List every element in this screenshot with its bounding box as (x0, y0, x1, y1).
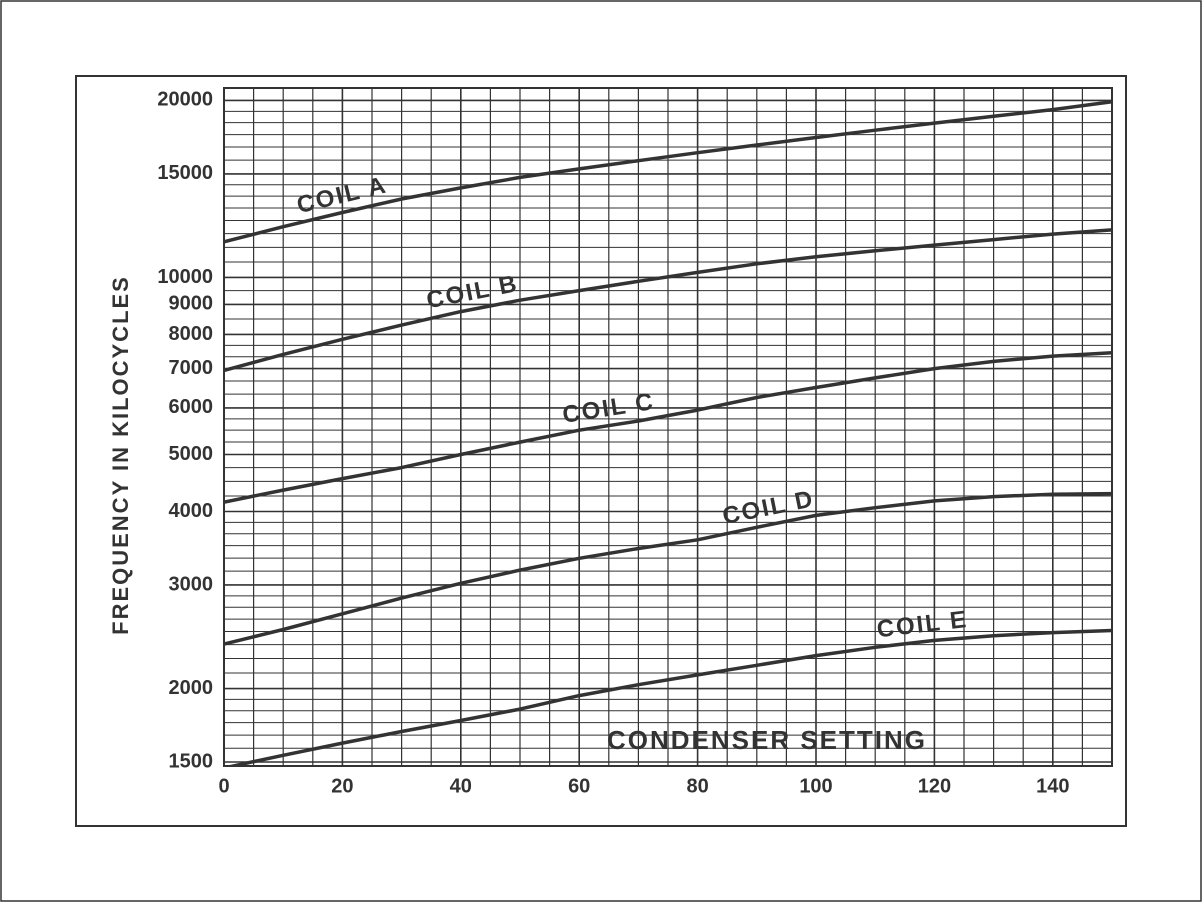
y-tick-label: 8000 (169, 323, 214, 345)
coil-line (224, 228, 1112, 373)
coil-line (224, 350, 1112, 504)
y-tick-label: 10000 (157, 266, 213, 288)
grid (223, 88, 1113, 766)
coil-line (224, 99, 1112, 244)
y-tick-label: 5000 (169, 443, 214, 465)
y-tick-label: 2000 (169, 677, 214, 699)
coil-line (224, 628, 1112, 766)
x-tick-label: 80 (686, 775, 708, 797)
plot-lines (224, 99, 1112, 766)
x-tick-label: 100 (799, 775, 832, 797)
y-tick-label: 4000 (169, 500, 214, 522)
y-tick-label: 7000 (169, 357, 214, 379)
y-tick-label: 9000 (169, 293, 214, 315)
x-tick-label: 140 (1036, 775, 1069, 797)
y-tick-label: 15000 (157, 162, 213, 184)
y-axis-title: FREQUENCY IN KILOCYCLES (108, 275, 133, 635)
y-tick-label: 1500 (169, 750, 214, 772)
coil-line (224, 491, 1112, 646)
x-axis-title: CONDENSER SETTING (607, 725, 927, 755)
y-tick-label: 6000 (169, 396, 214, 418)
x-tick-label: 60 (568, 775, 590, 797)
x-tick-label: 40 (450, 775, 472, 797)
chart-frame (75, 75, 1127, 827)
y-tick-label: 20000 (157, 89, 213, 111)
plot-frame (223, 87, 1113, 767)
y-tick-label: 3000 (169, 573, 214, 595)
x-tick-label: 120 (918, 775, 951, 797)
x-tick-label: 0 (218, 775, 229, 797)
x-tick-label: 20 (331, 775, 353, 797)
